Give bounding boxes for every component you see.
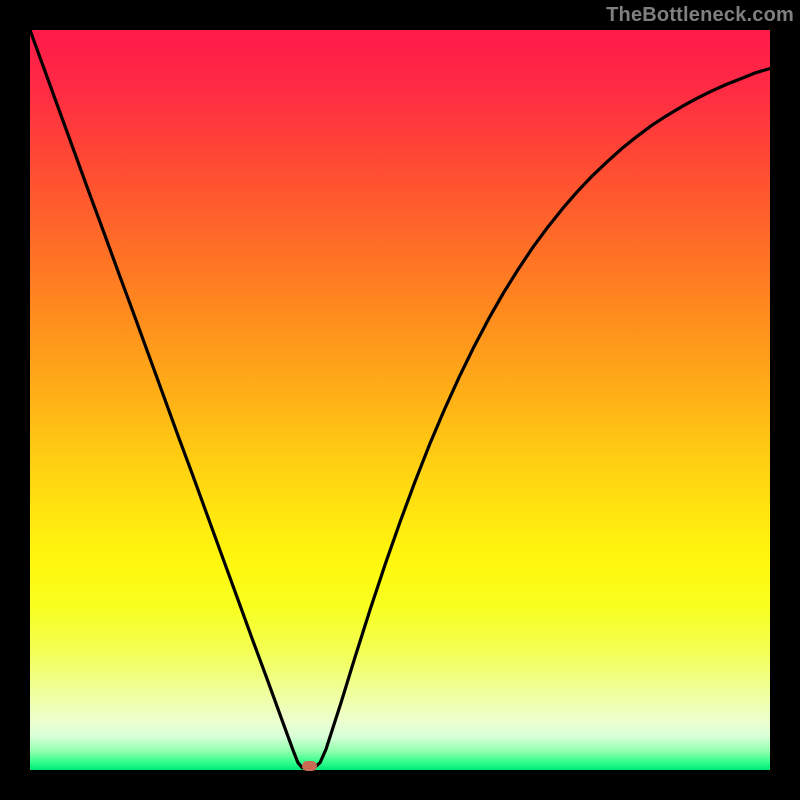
plot-container <box>30 30 770 770</box>
plot-background <box>30 30 770 770</box>
optimum-marker <box>302 761 317 771</box>
watermark-label: TheBottleneck.com <box>606 4 794 27</box>
plot-svg <box>30 30 770 770</box>
chart-frame: TheBottleneck.com <box>0 0 800 800</box>
